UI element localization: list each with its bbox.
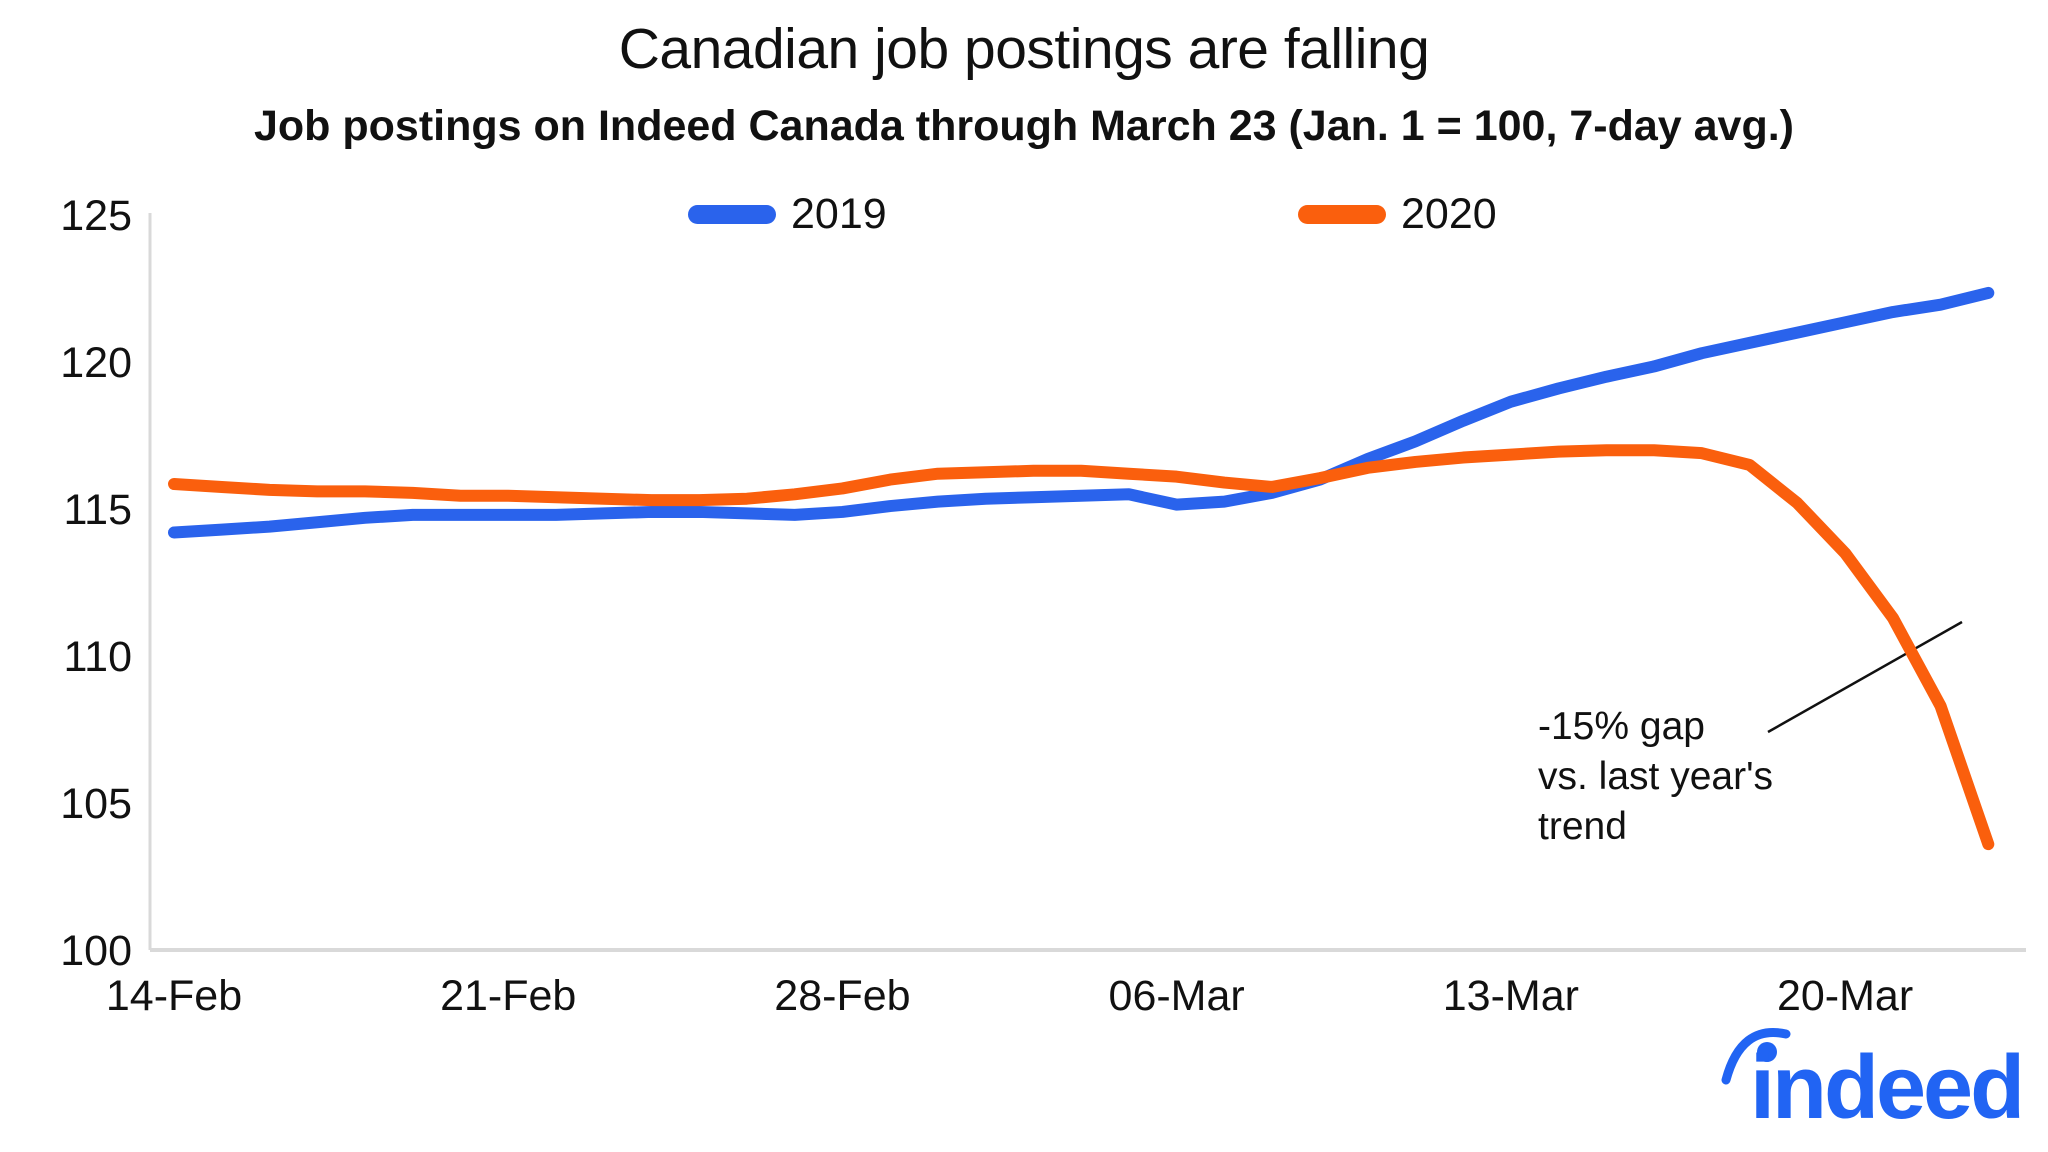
y-tick-label: 115 — [63, 486, 132, 534]
series-line-2020 — [168, 444, 1995, 851]
y-tick-label: 110 — [63, 633, 132, 681]
gap-annotation: -15% gap vs. last year's trend — [1538, 702, 1773, 852]
series-line-2019 — [168, 286, 1995, 539]
legend-label-2019: 2019 — [791, 189, 887, 238]
annotation-pointer-line — [1767, 620, 1963, 734]
x-tick-label: 28-Feb — [774, 972, 910, 1020]
logo-i-dot-icon — [1757, 1042, 1777, 1062]
x-tick-label: 14-Feb — [106, 972, 242, 1020]
y-tick-label: 120 — [60, 339, 132, 387]
legend-label-2020: 2020 — [1401, 189, 1497, 238]
indeed-logo: indeed — [1721, 1028, 2025, 1134]
x-tick-label: 13-Mar — [1443, 972, 1579, 1020]
gap-annotation-line1: -15% gap — [1538, 705, 1705, 748]
gap-annotation-line3: trend — [1538, 805, 1627, 848]
legend-swatch-2020 — [1298, 204, 1386, 224]
y-tick-label: 125 — [60, 192, 132, 240]
x-tick-label: 06-Mar — [1109, 972, 1245, 1020]
chart-subtitle: Job postings on Indeed Canada through Ma… — [254, 102, 1794, 150]
y-tick-label: 105 — [60, 780, 132, 828]
y-tick-label: 100 — [60, 927, 132, 975]
legend-item-2020: 2020 — [1298, 189, 1497, 238]
legend-swatch-2019 — [688, 204, 776, 224]
page-title: Canadian job postings are falling — [618, 17, 1430, 81]
legend-item-2019: 2019 — [688, 189, 887, 238]
logo-swoosh-icon — [1721, 1028, 1791, 1085]
gap-annotation-line2: vs. last year's — [1538, 755, 1774, 798]
x-tick-label: 20-Mar — [1777, 972, 1913, 1020]
x-tick-label: 21-Feb — [440, 972, 576, 1020]
logo-wordmark: indeed — [1750, 1038, 2022, 1134]
